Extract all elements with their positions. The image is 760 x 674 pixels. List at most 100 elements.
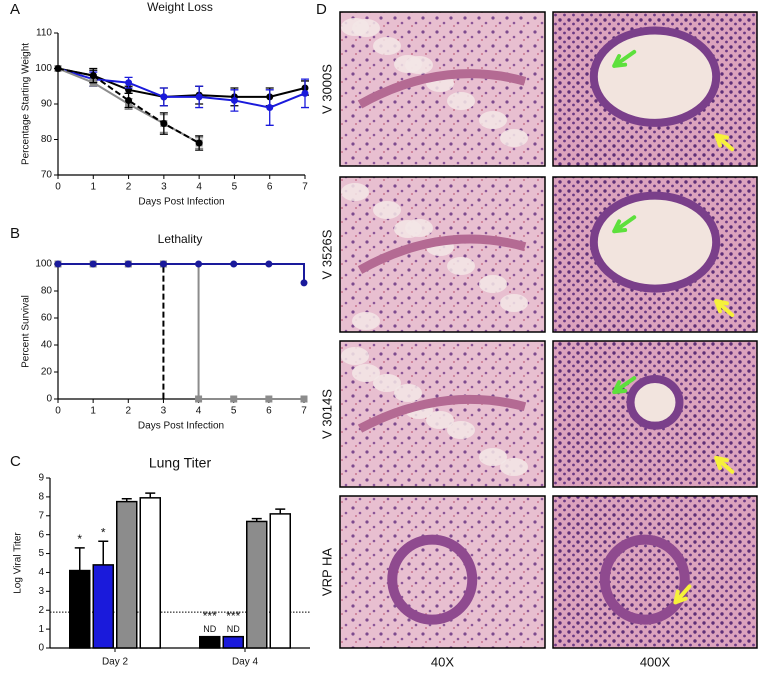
y-tick-label: 60 <box>41 313 53 324</box>
y-tick-label: 3 <box>38 586 44 597</box>
airspace <box>500 294 528 312</box>
chart-title: Weight Loss <box>147 0 213 14</box>
image-border <box>552 340 758 488</box>
bar <box>92 564 114 649</box>
x-tick-label: 6 <box>266 406 272 417</box>
marker <box>125 79 133 87</box>
y-tick-label: 6 <box>38 529 44 540</box>
marker <box>124 260 132 268</box>
image-border <box>339 495 546 649</box>
airspace <box>373 37 401 55</box>
marker <box>265 260 273 268</box>
airspace <box>500 458 528 476</box>
x-tick-label: 4 <box>196 182 202 193</box>
y-axis-label: Percentage Starting Weight <box>21 43 32 165</box>
arrow <box>673 584 692 605</box>
error-bar <box>275 508 286 514</box>
bar-note: ND <box>203 624 216 634</box>
arrow <box>612 215 637 234</box>
bar <box>269 513 291 649</box>
arrow <box>714 133 735 152</box>
marker <box>54 65 62 72</box>
marker <box>300 395 308 403</box>
airspace <box>394 384 422 402</box>
arrow <box>612 376 637 395</box>
y-tick-label: 0 <box>38 643 44 654</box>
histology-image <box>340 496 545 648</box>
x-tick-label: 0 <box>55 182 61 193</box>
marker <box>159 260 167 268</box>
significance: * <box>77 532 82 546</box>
marker <box>230 260 238 268</box>
series-line <box>57 67 306 109</box>
significance: *** <box>203 609 217 623</box>
airspace <box>447 92 475 110</box>
airspace <box>500 129 528 147</box>
marker <box>195 260 203 268</box>
airspace <box>447 421 475 439</box>
x-tick-label: 5 <box>231 406 237 417</box>
y-tick-label: 7 <box>38 510 44 521</box>
image-border <box>552 176 758 333</box>
y-axis-label: Log Viral Titer <box>13 532 24 594</box>
row-label: VRP HA <box>319 548 334 596</box>
x-axis-label: Days Post Infection <box>138 197 224 208</box>
y-tick-label: 80 <box>41 286 53 297</box>
image-border <box>339 176 546 333</box>
x-axis-label: Days Post Infection <box>138 421 224 432</box>
x-tick-label: 3 <box>161 406 167 417</box>
marker <box>89 72 97 80</box>
marker <box>54 260 62 268</box>
image-border <box>552 495 758 649</box>
y-tick-label: 100 <box>35 63 52 74</box>
marker <box>230 96 238 104</box>
marker <box>195 395 203 403</box>
airspace <box>426 411 454 429</box>
marker <box>89 260 97 268</box>
histology-image <box>553 496 757 648</box>
image-border <box>339 11 546 167</box>
panel-label: A <box>10 1 20 18</box>
row-label: V 3000S <box>319 64 334 114</box>
y-tick-label: 9 <box>38 473 44 484</box>
airspace <box>405 219 433 237</box>
airspace <box>352 312 380 330</box>
x-tick-label: 4 <box>196 406 202 417</box>
bar-note: ND <box>227 624 240 634</box>
marker <box>160 120 168 128</box>
y-tick-label: 1 <box>38 624 44 635</box>
panel-label: D <box>316 1 327 18</box>
panel-label: B <box>10 225 20 242</box>
airspace <box>373 374 401 392</box>
histology-panel: D V 3000S V 3526S V 3014S VRP HA 40X 400X <box>316 1 758 669</box>
airway-lumen <box>626 374 684 430</box>
marker <box>160 93 168 101</box>
arrow <box>612 49 637 68</box>
x-tick-label: 6 <box>267 182 273 193</box>
y-tick-label: 0 <box>46 394 52 405</box>
marker <box>300 279 308 287</box>
x-tick-label: 5 <box>232 182 238 193</box>
airway <box>357 69 527 109</box>
y-tick-label: 40 <box>41 340 53 351</box>
y-tick-label: 5 <box>38 548 44 559</box>
airway-lumen <box>589 26 721 127</box>
marker <box>195 93 203 101</box>
airway <box>357 234 527 274</box>
row-label: V 3014S <box>319 389 334 439</box>
bar <box>246 520 268 649</box>
chart-title: Lung Titer <box>149 455 212 471</box>
airway <box>599 534 690 625</box>
x-tick-label: 1 <box>91 182 97 193</box>
x-tick-label: 3 <box>161 182 167 193</box>
marker <box>195 139 203 147</box>
bar <box>116 500 138 649</box>
y-tick-label: 70 <box>41 170 53 181</box>
arrow <box>714 455 735 474</box>
x-tick-label: Day 2 <box>102 657 129 668</box>
airspace <box>352 19 380 37</box>
y-tick-label: 2 <box>38 605 44 616</box>
error-bar <box>74 547 85 571</box>
image-border <box>552 11 758 167</box>
